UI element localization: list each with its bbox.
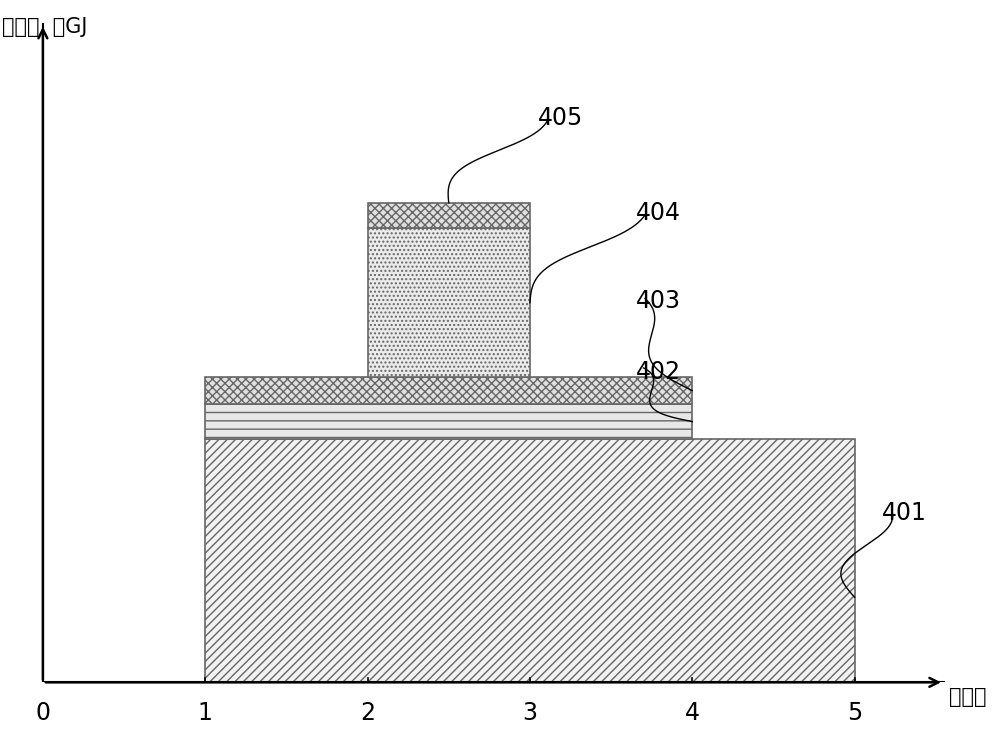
Text: 2: 2: [360, 701, 375, 725]
Text: 404: 404: [635, 201, 680, 225]
Text: 供热期: 供热期: [949, 687, 986, 707]
Text: 401: 401: [882, 502, 927, 526]
Bar: [368, 203, 530, 228]
Bar: [205, 404, 692, 439]
Text: 供热量  万GJ: 供热量 万GJ: [2, 17, 88, 37]
Text: 403: 403: [635, 289, 680, 313]
Bar: [205, 377, 692, 404]
Text: 402: 402: [635, 359, 680, 383]
Text: 1: 1: [198, 701, 213, 725]
Bar: [368, 228, 530, 377]
Text: 4: 4: [685, 701, 700, 725]
Text: 405: 405: [538, 106, 583, 130]
Text: 5: 5: [847, 701, 862, 725]
Text: 0: 0: [35, 701, 50, 725]
Text: 3: 3: [522, 701, 537, 725]
Bar: [205, 439, 855, 682]
